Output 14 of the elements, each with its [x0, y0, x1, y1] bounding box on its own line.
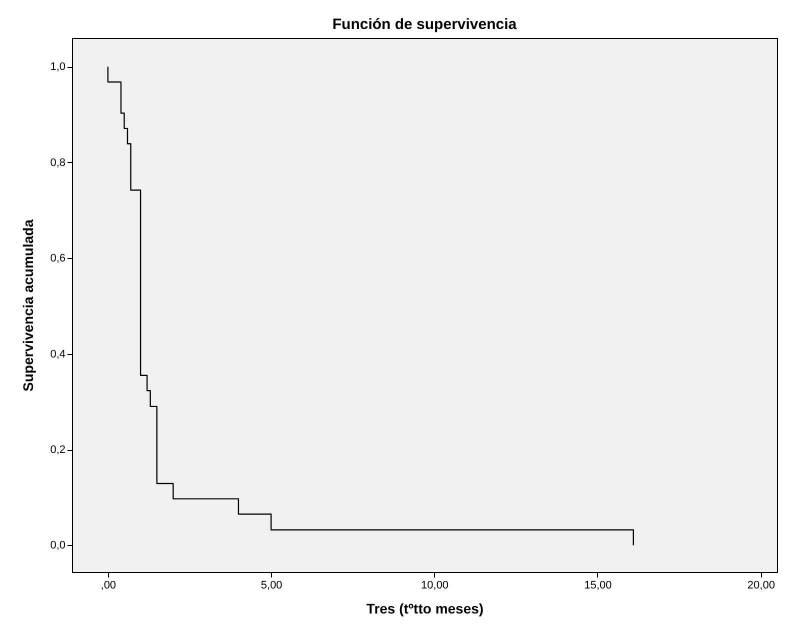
x-tick-label: 5,00 [260, 580, 282, 592]
x-tick-label: 10,00 [421, 580, 449, 592]
y-tick-label: 0,6 [50, 252, 66, 265]
chart-title: Función de supervivencia [332, 16, 518, 33]
x-tick-label: ,00 [100, 580, 116, 592]
y-tick-label: 0,0 [50, 540, 66, 552]
x-tick-label: 20,00 [747, 580, 775, 592]
x-tick-label: 15,00 [584, 580, 612, 592]
y-axis-title: Supervivencia acumulada [20, 219, 36, 392]
y-tick-label: 1,0 [50, 61, 66, 74]
y-tick-label: 0,4 [50, 348, 66, 360]
y-tick-label: 0,8 [50, 156, 66, 169]
x-axis-title: Tres (tºtto meses) [366, 600, 484, 616]
y-tick-label: 0,2 [50, 444, 66, 456]
